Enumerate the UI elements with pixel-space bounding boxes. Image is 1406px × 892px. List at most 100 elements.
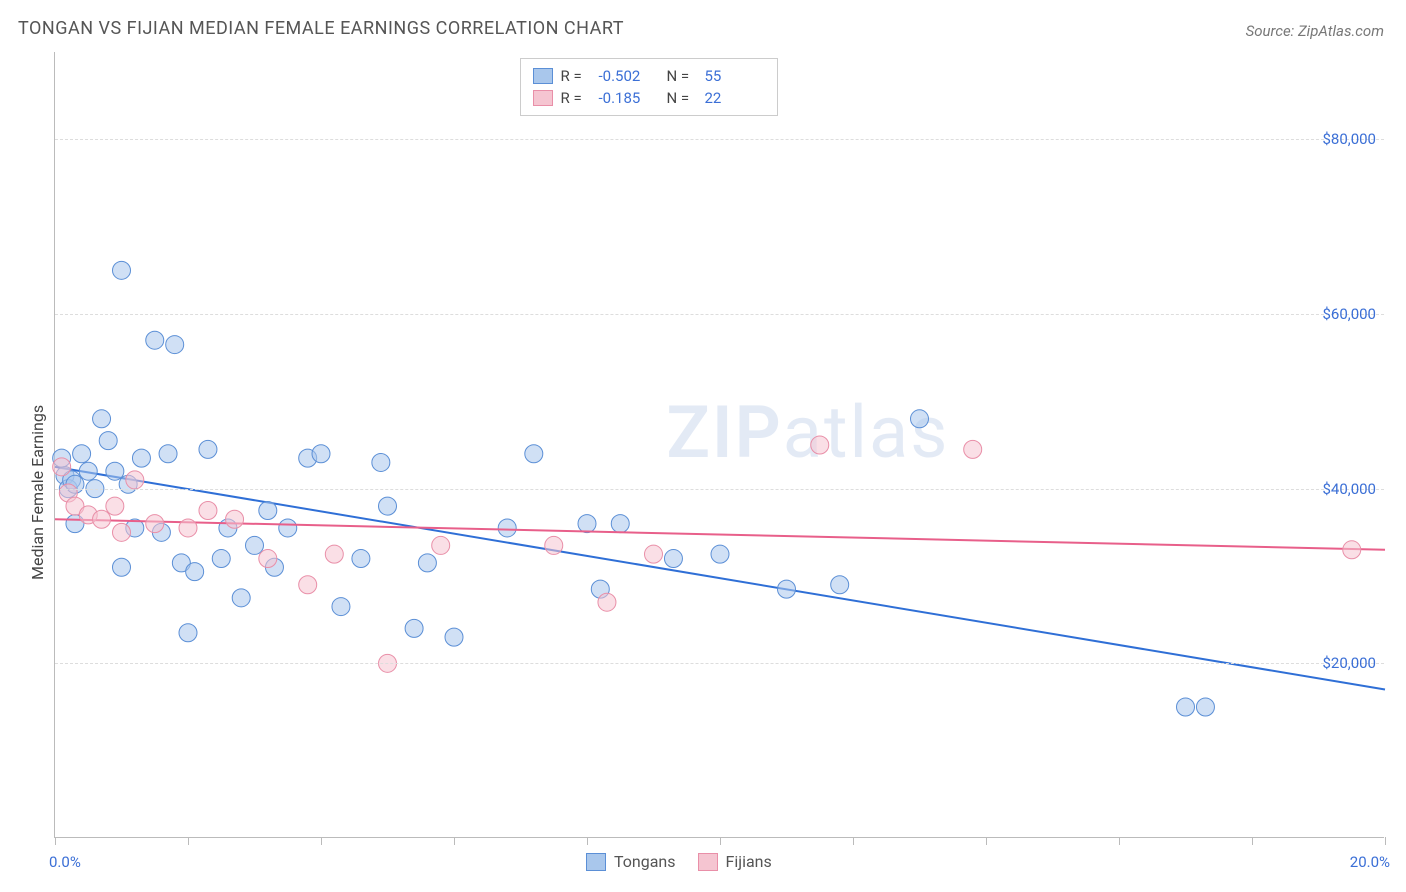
y-tick-label: $20,000 bbox=[1322, 654, 1376, 672]
y-axis-label: Median Female Earnings bbox=[28, 405, 47, 580]
point-tongans bbox=[445, 628, 463, 646]
point-tongans bbox=[498, 519, 516, 537]
point-fijians bbox=[106, 497, 124, 515]
point-tongans bbox=[73, 445, 91, 463]
point-tongans bbox=[113, 558, 131, 576]
point-fijians bbox=[179, 519, 197, 537]
point-tongans bbox=[611, 515, 629, 533]
y-tick-label: $80,000 bbox=[1322, 130, 1376, 148]
point-tongans bbox=[664, 550, 682, 568]
point-tongans bbox=[352, 550, 370, 568]
gridline bbox=[55, 489, 1384, 490]
gridline bbox=[55, 663, 1384, 664]
point-fijians bbox=[811, 436, 829, 454]
legend-item-fijians: Fijians bbox=[698, 852, 772, 871]
legend-r-label: R = bbox=[561, 67, 591, 85]
point-tongans bbox=[911, 410, 929, 428]
point-tongans bbox=[113, 261, 131, 279]
legend-n-label: N = bbox=[667, 67, 697, 85]
point-tongans bbox=[232, 589, 250, 607]
point-fijians bbox=[432, 536, 450, 554]
point-fijians bbox=[299, 576, 317, 594]
chart-container: TONGAN VS FIJIAN MEDIAN FEMALE EARNINGS … bbox=[0, 0, 1406, 892]
legend-r-value: -0.502 bbox=[599, 67, 659, 85]
y-tick-label: $60,000 bbox=[1322, 305, 1376, 323]
point-fijians bbox=[53, 458, 71, 476]
point-tongans bbox=[259, 502, 277, 520]
legend-label: Fijians bbox=[726, 852, 772, 871]
x-tick bbox=[720, 837, 721, 845]
gridline bbox=[55, 314, 1384, 315]
source-credit: Source: ZipAtlas.com bbox=[1246, 22, 1384, 40]
point-fijians bbox=[259, 550, 277, 568]
legend-n-label: N = bbox=[667, 89, 697, 107]
legend-swatch bbox=[586, 853, 606, 871]
x-tick bbox=[853, 837, 854, 845]
legend-n-value: 55 bbox=[705, 67, 765, 85]
point-tongans bbox=[1196, 698, 1214, 716]
legend-swatch bbox=[533, 90, 553, 106]
point-tongans bbox=[99, 432, 117, 450]
point-tongans bbox=[279, 519, 297, 537]
point-tongans bbox=[711, 545, 729, 563]
point-tongans bbox=[1177, 698, 1195, 716]
plot-svg bbox=[55, 52, 1385, 838]
point-fijians bbox=[113, 523, 131, 541]
trendline-tongans bbox=[55, 467, 1385, 690]
x-tick bbox=[55, 837, 56, 845]
point-tongans bbox=[132, 449, 150, 467]
legend-r-label: R = bbox=[561, 89, 591, 107]
x-tick bbox=[188, 837, 189, 845]
point-tongans bbox=[578, 515, 596, 533]
point-tongans bbox=[106, 462, 124, 480]
point-fijians bbox=[1343, 541, 1361, 559]
point-tongans bbox=[379, 497, 397, 515]
chart-title: TONGAN VS FIJIAN MEDIAN FEMALE EARNINGS … bbox=[18, 18, 624, 39]
x-tick bbox=[986, 837, 987, 845]
legend-row-fijians: R = -0.185 N = 22 bbox=[533, 87, 765, 109]
y-tick-label: $40,000 bbox=[1322, 480, 1376, 498]
x-max-label: 20.0% bbox=[1350, 853, 1390, 871]
x-tick bbox=[1385, 837, 1386, 845]
point-tongans bbox=[372, 453, 390, 471]
point-tongans bbox=[93, 410, 111, 428]
x-tick bbox=[321, 837, 322, 845]
point-tongans bbox=[332, 598, 350, 616]
legend-swatch bbox=[533, 68, 553, 84]
point-tongans bbox=[146, 331, 164, 349]
legend-r-value: -0.185 bbox=[599, 89, 659, 107]
x-tick bbox=[1119, 837, 1120, 845]
point-tongans bbox=[79, 462, 97, 480]
point-tongans bbox=[166, 336, 184, 354]
legend-label: Tongans bbox=[614, 852, 676, 871]
point-tongans bbox=[312, 445, 330, 463]
legend-series: Tongans Fijians bbox=[586, 852, 772, 871]
point-tongans bbox=[778, 580, 796, 598]
point-fijians bbox=[325, 545, 343, 563]
point-tongans bbox=[212, 550, 230, 568]
point-tongans bbox=[405, 619, 423, 637]
gridline bbox=[55, 139, 1384, 140]
legend-n-value: 22 bbox=[705, 89, 765, 107]
point-tongans bbox=[179, 624, 197, 642]
point-fijians bbox=[226, 510, 244, 528]
point-tongans bbox=[831, 576, 849, 594]
point-fijians bbox=[598, 593, 616, 611]
point-fijians bbox=[964, 440, 982, 458]
point-tongans bbox=[246, 536, 264, 554]
point-fijians bbox=[126, 471, 144, 489]
legend-correlation: R = -0.502 N = 55 R = -0.185 N = 22 bbox=[520, 58, 778, 116]
point-tongans bbox=[186, 563, 204, 581]
legend-swatch bbox=[698, 853, 718, 871]
point-fijians bbox=[93, 510, 111, 528]
x-min-label: 0.0% bbox=[49, 853, 81, 871]
point-tongans bbox=[525, 445, 543, 463]
point-fijians bbox=[545, 536, 563, 554]
point-tongans bbox=[418, 554, 436, 572]
plot-area: ZIPatlas $20,000$40,000$60,000$80,0000.0… bbox=[54, 52, 1384, 838]
x-tick bbox=[1252, 837, 1253, 845]
legend-row-tongans: R = -0.502 N = 55 bbox=[533, 65, 765, 87]
point-tongans bbox=[159, 445, 177, 463]
point-tongans bbox=[199, 440, 217, 458]
point-fijians bbox=[645, 545, 663, 563]
